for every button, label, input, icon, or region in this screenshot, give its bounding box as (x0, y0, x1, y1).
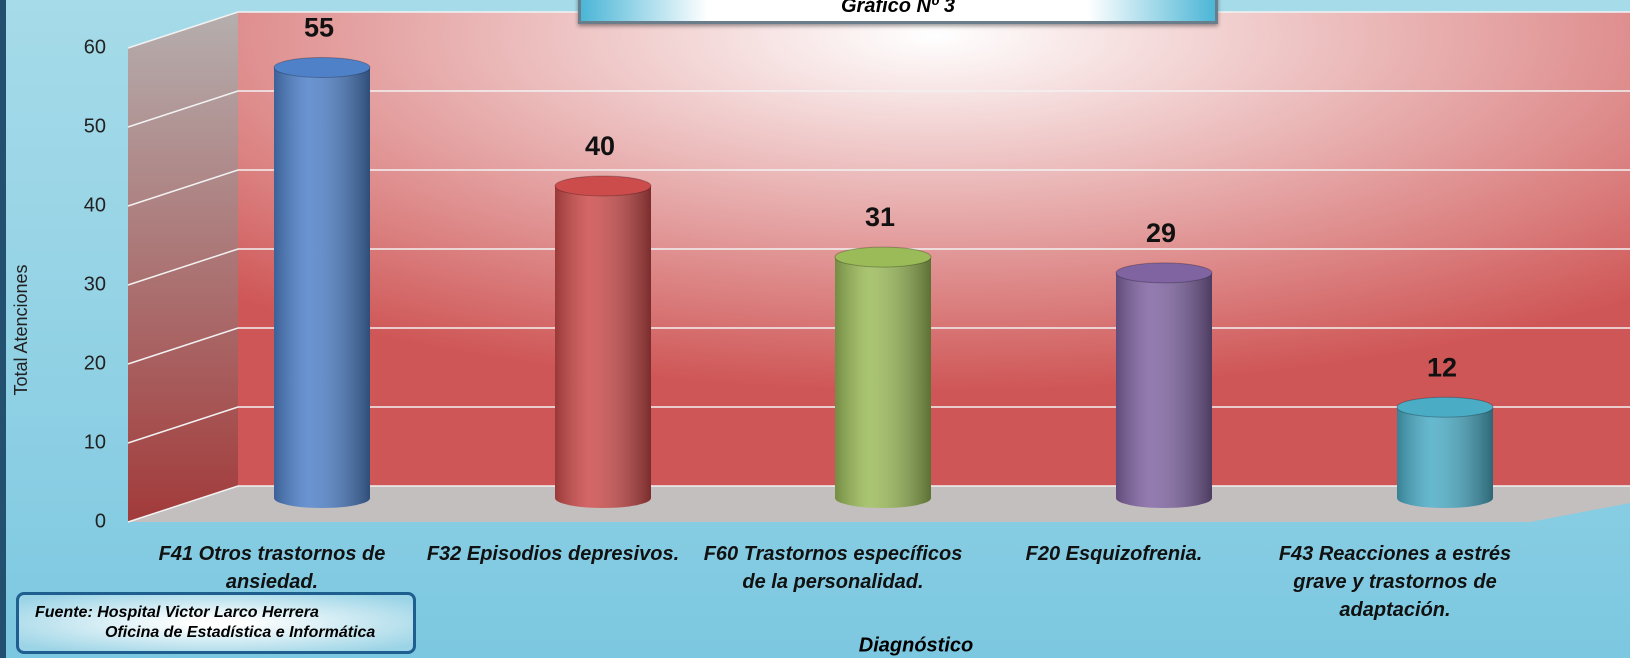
source-line: Oficina de Estadística e Informática (105, 624, 376, 641)
y-tick-label: 30 (84, 273, 106, 295)
bar (554, 175, 652, 508)
bar-shade (835, 257, 931, 508)
bar-top (834, 246, 932, 268)
value-label: 29 (1146, 218, 1176, 248)
x-tick-label: F60 Trastornos específicos de la persona… (703, 543, 963, 593)
y-tick-label: 60 (84, 36, 106, 58)
grid-line (127, 90, 1630, 128)
x-tick-label: F43 Reacciones a estrés grave y trastorn… (1278, 543, 1512, 621)
bar (834, 246, 932, 508)
y-tick-label: 40 (84, 194, 106, 216)
x-tick-label: F20 Esquizofrenia. (1025, 543, 1203, 565)
x-axis-label: Diagnóstico (859, 634, 973, 656)
bar-shade (1397, 407, 1493, 508)
chart-title: Gráfico Nº 3 (578, 0, 1218, 24)
grid-line (127, 248, 1630, 286)
y-tick-label: 50 (84, 115, 106, 137)
y-tick-label: 10 (84, 431, 106, 453)
bar-top (1396, 396, 1494, 418)
bar (273, 57, 371, 508)
y-tick-label: 20 (84, 352, 106, 374)
x-tick-label: F32 Episodios depresivos. (426, 543, 680, 565)
value-label: 12 (1427, 352, 1457, 382)
y-axis-label: Total Atenciones (11, 264, 31, 395)
bar-top (554, 175, 652, 197)
source-box: Fuente: Hospital Victor Larco Herrera Of… (16, 592, 416, 654)
bar-top (1115, 262, 1213, 284)
bar-shade (274, 67, 370, 508)
bar (1396, 396, 1494, 508)
bar-shade (555, 186, 651, 508)
y-tick-label: 0 (95, 510, 106, 532)
x-tick-label: F41 Otros trastornos de ansiedad. (158, 543, 386, 593)
grid-line (127, 169, 1630, 207)
source-line: Fuente: Hospital Victor Larco Herrera (35, 604, 319, 621)
bar (1115, 262, 1213, 508)
value-label: 55 (304, 13, 334, 43)
bar-shade (1116, 272, 1212, 508)
bar-top (273, 57, 371, 78)
value-label: 40 (585, 131, 615, 161)
value-label: 31 (865, 202, 895, 232)
left-edge (0, 0, 6, 658)
